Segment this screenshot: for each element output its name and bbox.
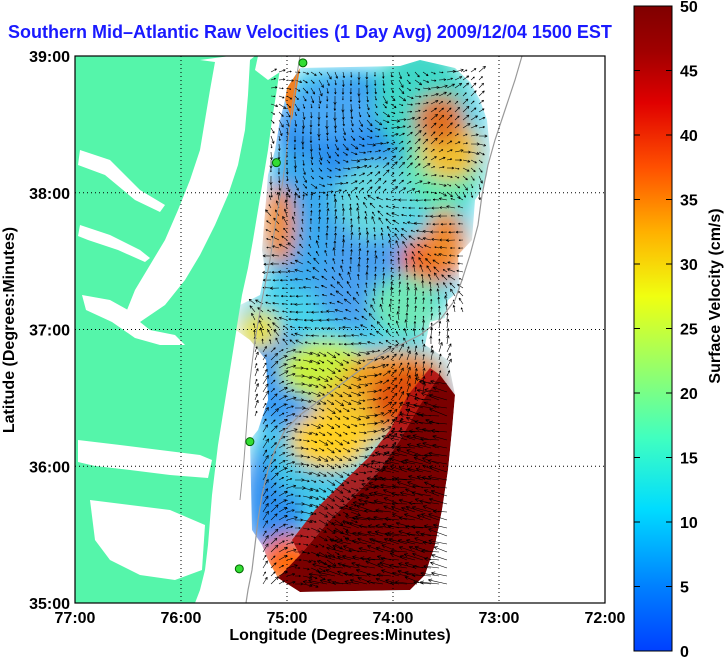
radar-sites: [234, 58, 308, 574]
colorbar-tick-label: 25: [680, 322, 698, 339]
river-potomac: [78, 150, 165, 212]
sound-pamlico: [90, 500, 205, 580]
colorbar-tick-label: 5: [680, 580, 689, 597]
delaware-bay: [255, 56, 282, 80]
plot-frame: [74, 55, 606, 604]
radar-site-marker: [245, 437, 255, 447]
river-york-james: [82, 295, 185, 345]
y-axis-label: Latitude (Degrees:Minutes): [1, 227, 18, 433]
x-axis-label: Longitude (Degrees:Minutes): [229, 627, 450, 644]
lat-tick-label: 36:00: [29, 459, 70, 476]
radar-site-marker: [271, 158, 281, 168]
colorbar-tick-label: 20: [680, 386, 698, 403]
bathymetry-contour: [245, 56, 523, 603]
radar-site-marker: [298, 58, 308, 68]
colorbar-tick-label: 35: [680, 193, 698, 210]
longitude-ticks: 77:00 76:00 75:00 74:00 73:00 72:00: [55, 610, 626, 627]
river-rappahannock: [78, 225, 150, 262]
colorbar-tick-label: 30: [680, 257, 698, 274]
chesapeake-bay: [125, 56, 255, 322]
colorbar-tick-label: 45: [680, 64, 698, 81]
colorbar: [633, 5, 673, 652]
lat-tick-label: 38:00: [29, 186, 70, 203]
lon-tick-label: 72:00: [585, 610, 626, 627]
lat-tick-label: 39:00: [29, 49, 70, 66]
map-title: Southern Mid–Atlantic Raw Velocities (1 …: [8, 22, 612, 42]
bathymetry-contour-2: [239, 56, 301, 501]
lon-tick-label: 76:00: [161, 610, 202, 627]
lon-tick-label: 77:00: [55, 610, 96, 627]
colorbar-tick-label: 40: [680, 128, 698, 145]
colorbar-tick-label: 0: [680, 644, 689, 659]
velocity-vectors: [248, 65, 488, 588]
lon-tick-label: 73:00: [479, 610, 520, 627]
latitude-ticks: 39:00 38:00 37:00 36:00 35:00: [29, 49, 70, 613]
sound-albemarle: [78, 440, 212, 478]
radar-site-marker: [234, 564, 244, 574]
lon-tick-label: 74:00: [373, 610, 414, 627]
colorbar-label: Surface Velocity (cm/s): [707, 208, 724, 383]
colorbar-tick-label: 50: [680, 0, 698, 16]
grid: [75, 56, 605, 603]
velocity-arrow-set: [248, 65, 488, 588]
lon-tick-label: 75:00: [267, 610, 308, 627]
lat-tick-label: 37:00: [29, 323, 70, 340]
colorbar-tick-label: 10: [680, 515, 698, 532]
lat-tick-label: 35:00: [29, 596, 70, 613]
colorbar-tick-label: 15: [680, 451, 698, 468]
